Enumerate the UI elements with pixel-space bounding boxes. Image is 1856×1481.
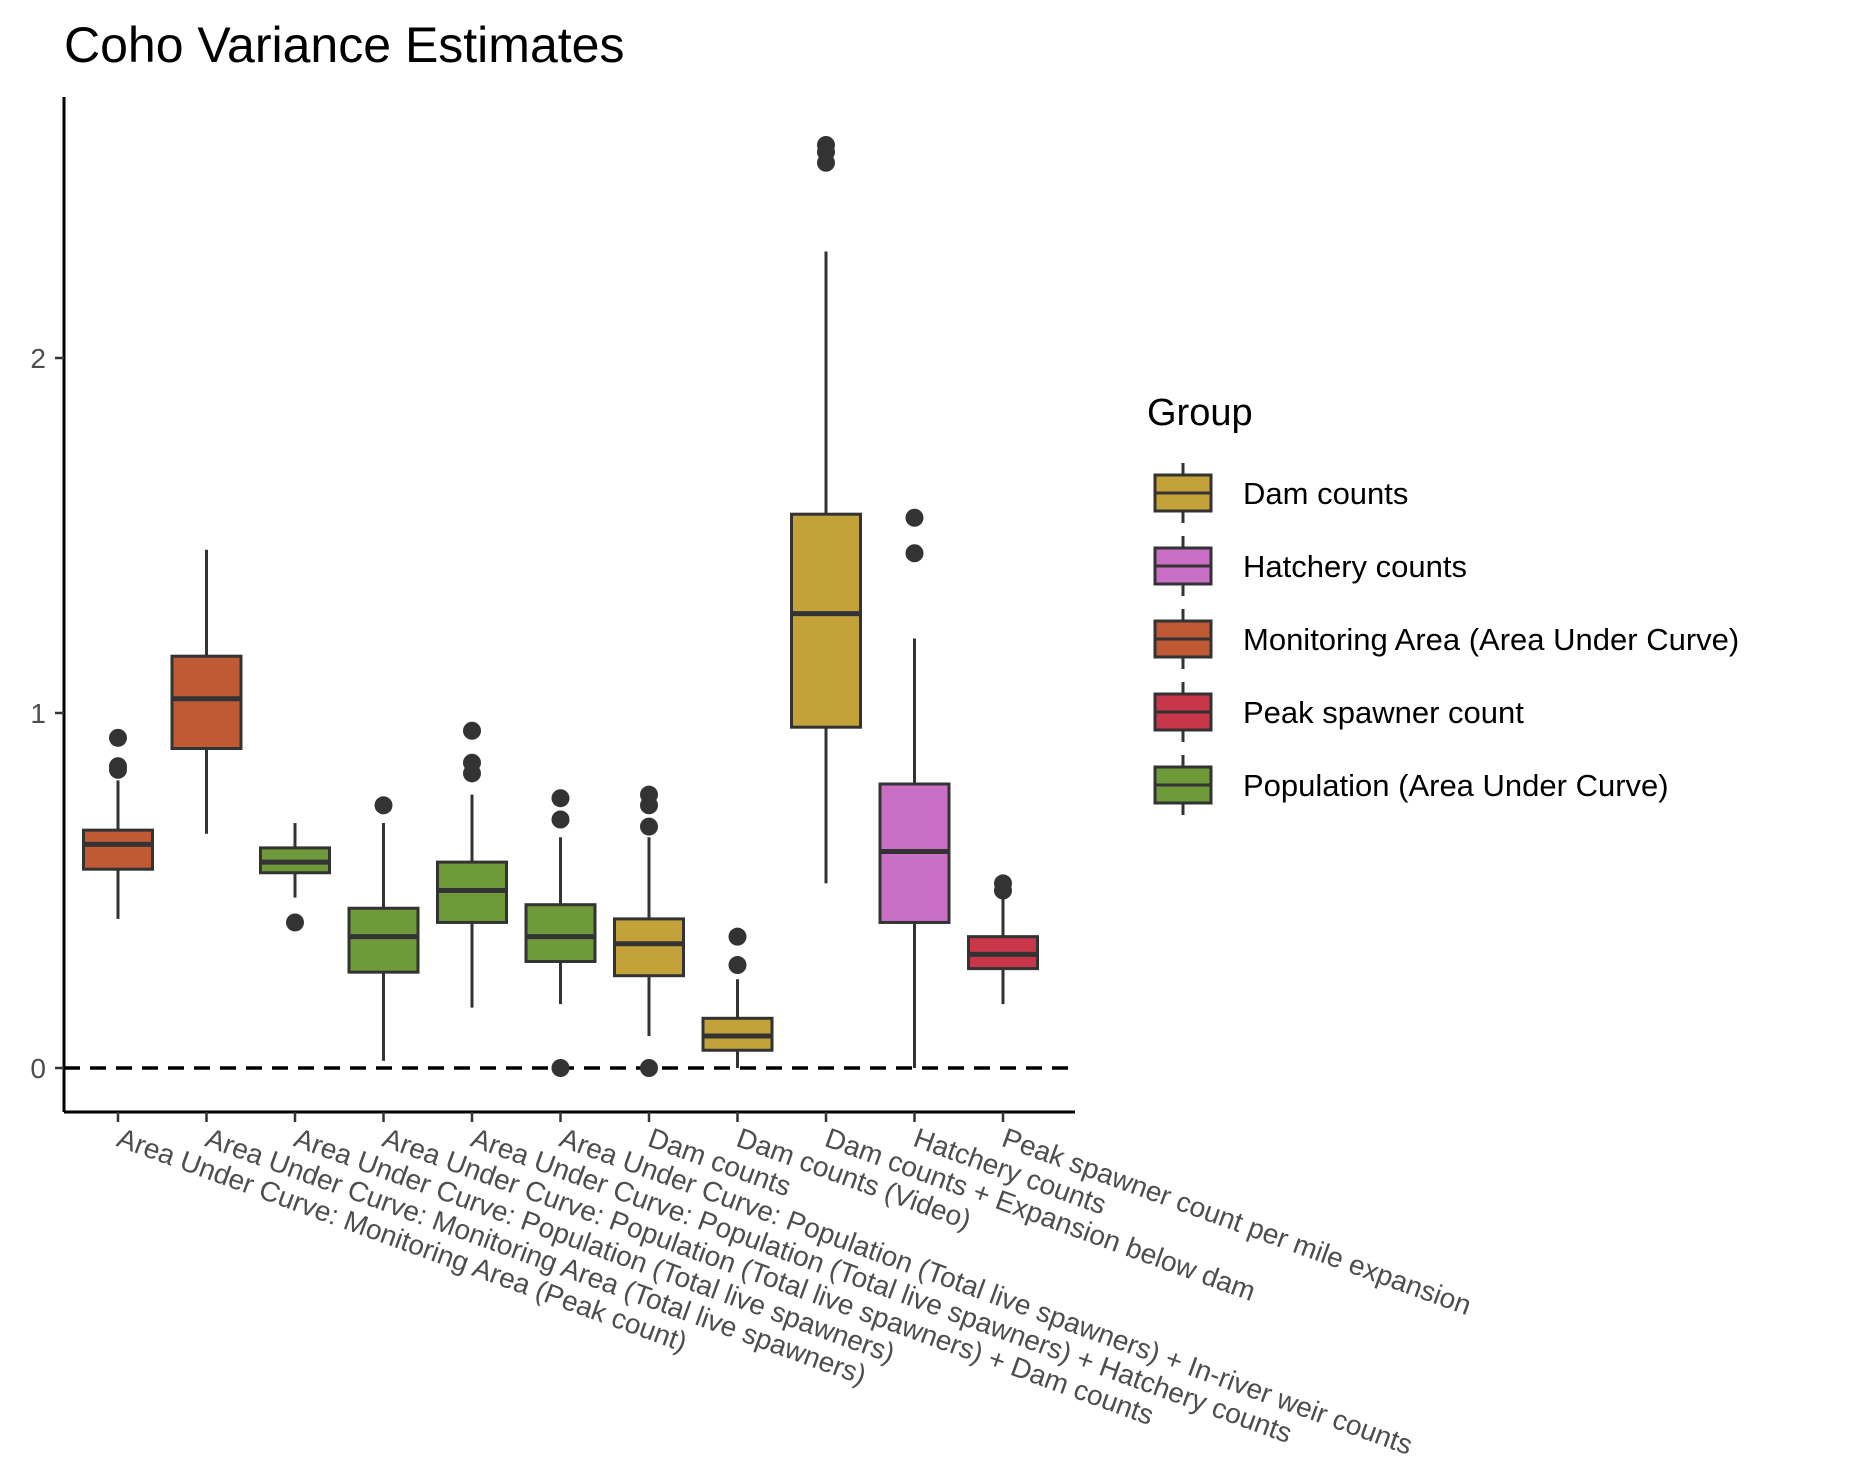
box-iqr (82, 828, 154, 871)
legend-title: Group (1147, 392, 1253, 434)
box-6 (613, 785, 685, 1077)
box-5 (524, 789, 597, 1077)
outlier-point (551, 789, 570, 808)
box-iqr (524, 903, 597, 964)
outlier-point (640, 796, 658, 815)
outlier-point (640, 1059, 658, 1077)
y-tick-label: 1 (30, 698, 46, 729)
box-4 (436, 721, 508, 1008)
legend-item: Population (Area Under Curve) (1153, 755, 1669, 815)
legend: Group Dam counts Hatchery counts Monitoring… (1147, 392, 1739, 815)
box-iqr (613, 917, 685, 978)
box-iqr (790, 512, 862, 729)
outlier-point (905, 508, 924, 527)
box-0 (82, 728, 154, 919)
outlier-point (551, 810, 570, 829)
box-9 (878, 508, 951, 1068)
outlier-point (109, 760, 127, 779)
outlier-point (551, 1059, 570, 1077)
box-7 (701, 927, 774, 1068)
legend-item: Peak spawner count (1153, 682, 1524, 742)
legend-item: Hatchery counts (1153, 536, 1467, 596)
box-iqr (347, 906, 420, 974)
legend-label: Peak spawner count (1243, 695, 1524, 730)
y-tick-label: 0 (30, 1053, 46, 1084)
outlier-point (994, 881, 1012, 900)
box-2 (259, 823, 331, 932)
outlier-point (905, 544, 924, 563)
outlier-point (286, 913, 304, 932)
outlier-point (463, 721, 481, 740)
legend-label: Dam counts (1243, 476, 1408, 511)
box-8 (790, 136, 862, 884)
outlier-point (463, 764, 481, 783)
box-iqr (170, 654, 243, 751)
y-tick-label: 2 (30, 343, 46, 374)
outlier-point (728, 927, 747, 946)
box-1 (170, 549, 243, 834)
legend-label: Monitoring Area (Area Under Curve) (1243, 622, 1739, 657)
outlier-point (728, 956, 747, 975)
legend-label: Hatchery counts (1243, 549, 1467, 584)
outlier-point (374, 796, 393, 815)
legend-item: Dam counts (1153, 463, 1408, 523)
outlier-point (817, 153, 835, 172)
outlier-point (640, 817, 658, 836)
box-3 (347, 796, 420, 1061)
chart-title: Coho Variance Estimates (64, 17, 624, 73)
legend-label: Population (Area Under Curve) (1243, 768, 1669, 803)
legend-item: Monitoring Area (Area Under Curve) (1153, 609, 1739, 669)
outlier-point (109, 728, 127, 747)
box-10 (967, 874, 1039, 1005)
